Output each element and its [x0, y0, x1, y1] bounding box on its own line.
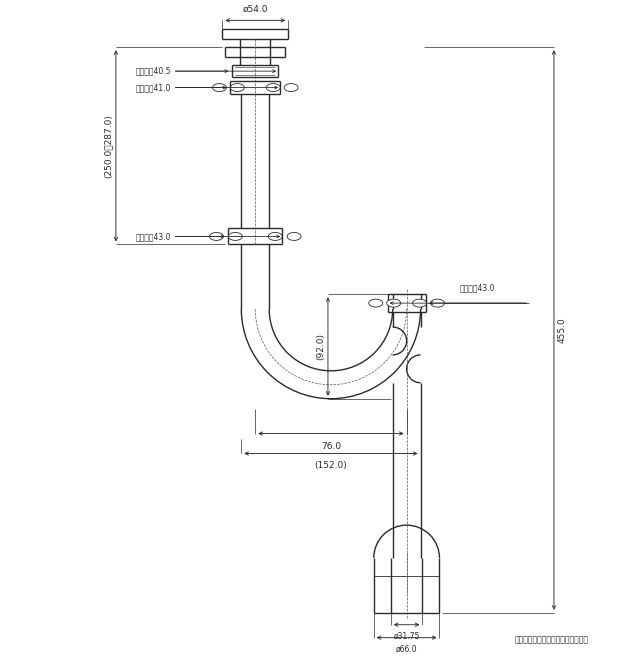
Ellipse shape [228, 232, 242, 240]
Text: (92.0): (92.0) [317, 333, 326, 360]
Text: 455.0: 455.0 [557, 317, 567, 343]
Text: ø54.0: ø54.0 [242, 5, 268, 13]
Ellipse shape [230, 84, 244, 92]
Text: 注：（）内寸法は参考寸法である。: 注：（）内寸法は参考寸法である。 [515, 635, 589, 645]
Text: 六角対邀40.5: 六角対邀40.5 [135, 66, 170, 76]
Ellipse shape [266, 84, 280, 92]
Ellipse shape [387, 299, 401, 307]
Ellipse shape [268, 232, 282, 240]
Text: 六角対邀43.0: 六角対邀43.0 [459, 284, 495, 293]
Ellipse shape [413, 299, 427, 307]
Text: ø66.0: ø66.0 [396, 645, 417, 653]
Ellipse shape [284, 84, 298, 92]
Text: 六角対邀43.0: 六角対邀43.0 [135, 232, 170, 241]
Ellipse shape [369, 299, 383, 307]
Ellipse shape [212, 84, 226, 92]
Ellipse shape [431, 299, 445, 307]
Ellipse shape [287, 232, 301, 240]
Ellipse shape [209, 232, 223, 240]
Text: ø31.75: ø31.75 [394, 631, 420, 641]
Text: 76.0: 76.0 [321, 442, 341, 450]
Text: (152.0): (152.0) [315, 461, 347, 470]
Text: (250.0～287.0): (250.0～287.0) [104, 114, 113, 178]
Text: 六角対邀41.0: 六角対邀41.0 [135, 83, 170, 92]
